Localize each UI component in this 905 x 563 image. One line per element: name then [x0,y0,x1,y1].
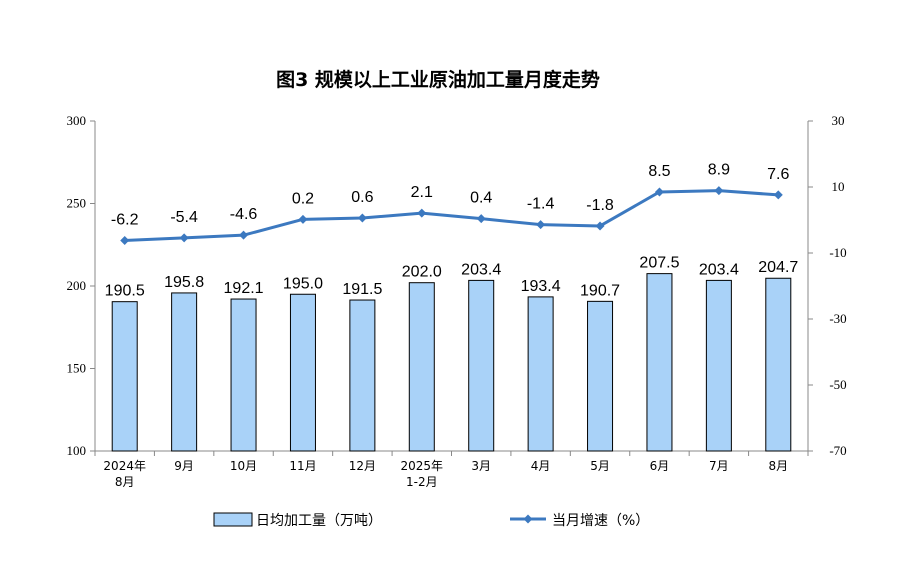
axes: 100 150 200 250 300 -70 -50 -30 -10 10 30 [67,113,847,458]
growth-value-label: 0.6 [351,189,373,206]
bar [408,282,435,452]
bar [349,299,376,452]
x-tick-label: 2024年 [103,459,146,473]
bar [705,279,732,452]
bar [171,292,198,452]
growth-value-label: -6.2 [111,211,139,228]
x-tick-label: 3月 [471,459,491,473]
growth-value-label: -1.4 [527,196,555,213]
bar-value-label: 191.5 [342,281,382,298]
chart-title: 图3 规模以上工业原油加工量月度走势 [276,68,600,91]
growth-marker [773,190,783,200]
right-tick-label: -50 [829,377,846,392]
growth-marker [536,220,546,230]
right-tick-label: 30 [832,113,845,128]
bar [587,300,614,452]
bar-value-label: 203.4 [461,261,501,278]
left-tick-label: 150 [67,361,87,376]
x-tick-label: 12月 [349,459,376,473]
growth-marker [417,208,427,218]
x-tick-label: 11月 [289,459,316,473]
growth-value-label: 0.4 [470,190,492,207]
right-tick-label: -10 [829,245,846,260]
right-tick-label: -70 [829,443,846,458]
growth-marker [298,214,308,224]
left-tick-label: 200 [67,278,87,293]
growth-value-label: 8.5 [648,163,670,180]
bars [111,273,792,452]
growth-marker [654,187,664,197]
right-tick-label: -30 [829,311,846,326]
bar-value-label: 195.0 [283,275,323,292]
growth-value-label: 2.1 [411,184,433,201]
legend-line-label: 当月增速（%） [552,513,649,529]
left-tick-label: 100 [67,443,87,458]
growth-value-label: -5.4 [170,209,198,226]
x-tick-label: 8月 [115,475,135,489]
right-tick-label: 10 [832,179,845,194]
line-labels: -6.2 -5.4 -4.6 0.2 0.6 2.1 0.4 -1.4 -1.8 8.5 8.9 7.… [111,162,790,229]
growth-value-label: 8.9 [708,162,730,179]
growth-marker [357,213,367,223]
bar-value-label: 203.4 [699,261,739,278]
x-ticks: 2024年 8月 9月 10月 11月 12月 2025年 1-2月 3月 4月 5月 6月 7月 8月 [103,459,788,489]
bar-labels: 190.5 195.8 192.1 195.0 191.5 202.0 203.4 193.4… [105,255,799,300]
x-tick-label: 10月 [230,459,257,473]
bar [230,298,257,452]
legend-bar-label: 日均加工量（万吨） [256,513,382,529]
growth-value-label: -1.8 [586,197,614,214]
x-tick-label: 1-2月 [406,475,438,489]
bar-value-label: 202.0 [402,264,442,281]
growth-marker [179,233,189,243]
x-tick-label: 2025年 [401,459,444,473]
growth-value-label: -4.6 [230,206,258,223]
x-tick-label: 5月 [590,459,610,473]
bar-value-label: 195.8 [164,274,204,291]
growth-marker [120,235,130,245]
bar [289,293,316,452]
x-tick-label: 8月 [768,459,788,473]
bar [646,273,673,452]
x-tick-label: 4月 [531,459,551,473]
growth-value-label: 0.2 [292,190,314,207]
bar [527,296,554,452]
legend: 日均加工量（万吨） 当月增速（%） [213,512,649,529]
bar-value-label: 193.4 [521,278,561,295]
growth-marker [595,221,605,231]
bar-value-label: 192.1 [224,280,264,297]
bar [111,301,138,452]
line-series [120,186,783,245]
left-tick-label: 300 [67,113,87,128]
growth-marker [239,230,249,240]
x-tick-label: 9月 [174,459,194,473]
growth-line [124,189,779,242]
legend-line-marker [523,514,533,524]
bar-value-label: 190.7 [580,282,620,299]
x-tick-label: 7月 [709,459,729,473]
bar-value-label: 204.7 [758,259,798,276]
growth-value-label: 7.6 [767,166,789,183]
bar-value-label: 207.5 [639,255,679,272]
legend-bar-swatch [213,512,253,527]
bar [468,279,495,452]
bar [765,277,792,452]
bar-value-label: 190.5 [105,283,145,300]
left-tick-label: 250 [67,196,87,211]
x-tick-label: 6月 [650,459,670,473]
growth-marker [714,186,724,196]
growth-marker [476,214,486,224]
